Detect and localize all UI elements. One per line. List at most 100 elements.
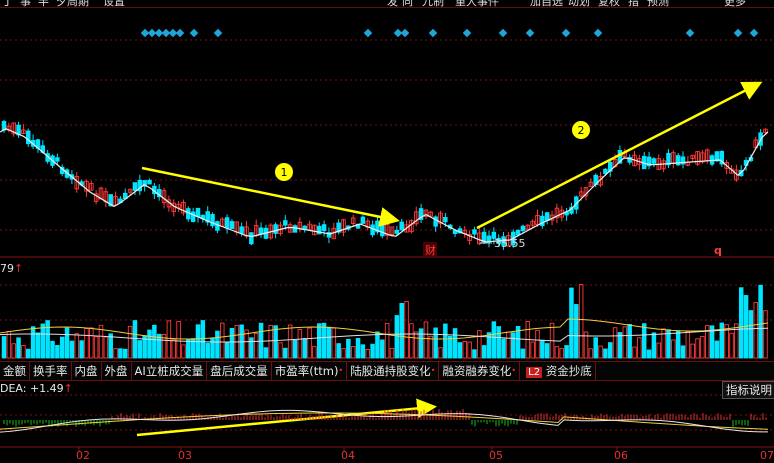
macd-arrow-icon: ↑ xyxy=(63,382,73,395)
volume-bar xyxy=(496,326,501,359)
volume-bar xyxy=(428,335,434,359)
candle-body xyxy=(137,179,143,192)
indicator-tab[interactable]: AI立桩成交量 xyxy=(132,362,208,380)
volume-bar xyxy=(93,336,99,359)
volume-bar xyxy=(520,348,526,359)
top-menu-item[interactable]: 更多 xyxy=(724,0,746,8)
volume-bar xyxy=(409,323,414,359)
candle-body xyxy=(55,157,60,162)
indicator-tab[interactable]: 盘后成交量 xyxy=(207,362,272,380)
top-menu-item[interactable]: 发 xyxy=(387,0,398,8)
top-menu-item[interactable]: 设置 xyxy=(103,0,125,8)
candle-body xyxy=(525,224,531,230)
candle-body xyxy=(380,223,385,237)
volume-bar xyxy=(331,327,337,359)
candle-body xyxy=(321,224,327,232)
volume-bar xyxy=(540,339,545,359)
candle-body xyxy=(414,211,419,225)
candle-body xyxy=(224,217,230,229)
top-menu-item[interactable]: 九制 xyxy=(422,0,444,8)
volume-bar xyxy=(355,338,361,359)
volume-bar xyxy=(452,328,458,359)
candle-body xyxy=(404,224,409,233)
top-menu-item[interactable]: 重大事件 xyxy=(455,0,499,8)
top-menu-item[interactable]: 复权 xyxy=(598,0,620,8)
volume-bar xyxy=(758,284,763,359)
top-menu-item[interactable]: 动划 xyxy=(568,0,590,8)
indicator-tab[interactable]: 陆股通持股变化• xyxy=(347,362,440,380)
top-menu-item[interactable]: 加自选 xyxy=(530,0,563,8)
candle-body xyxy=(239,226,244,234)
x-axis-label: 07 xyxy=(760,449,774,462)
top-menu-item[interactable]: 预测 xyxy=(647,0,669,8)
volume-bar xyxy=(326,326,332,359)
volume-bar xyxy=(249,337,254,359)
volume-bar xyxy=(186,338,191,359)
top-menu-item[interactable]: 夕周期 xyxy=(56,0,89,8)
indicator-tab[interactable]: 融资融券变化• xyxy=(439,362,521,380)
volume-bar xyxy=(215,330,220,359)
indicator-tab[interactable]: L2 资金抄底 xyxy=(520,362,596,380)
candle-body xyxy=(428,211,434,217)
volume-bar xyxy=(375,331,380,359)
volume-bar xyxy=(45,320,50,359)
volume-bar xyxy=(709,325,715,359)
volume-bar xyxy=(753,302,759,359)
volume-bar xyxy=(127,325,133,359)
volume-bar xyxy=(603,348,608,359)
candle-body xyxy=(370,224,375,236)
top-menu-item[interactable]: 半 xyxy=(38,0,49,8)
top-menu-item[interactable]: 事 xyxy=(20,0,31,8)
candle-body xyxy=(258,227,264,235)
volume-bar xyxy=(651,332,657,359)
candle-body xyxy=(520,225,526,232)
indicator-tab-label: AI立桩成交量 xyxy=(134,364,204,378)
candle-body xyxy=(93,193,99,202)
volume-bar xyxy=(515,325,521,359)
candle-body xyxy=(89,183,94,191)
volume-bar xyxy=(564,345,569,359)
volume-bar xyxy=(418,328,424,359)
volume-bar xyxy=(705,325,710,359)
top-menu-bar: 丁事半夕周期 设置 发同 九制 重大事件 加自选 动划 复权指预测 更多 xyxy=(0,0,774,8)
top-menu-item[interactable]: 指 xyxy=(628,0,639,8)
indicator-tab-label: 金额 xyxy=(3,364,26,378)
volume-bar xyxy=(302,338,307,359)
event-diamond-icon xyxy=(561,28,571,38)
indicator-tab[interactable]: 内盘 xyxy=(72,362,102,380)
event-diamond-icon xyxy=(462,28,472,38)
volume-bar xyxy=(69,340,75,359)
annotation-circle xyxy=(275,163,293,181)
top-menu-item[interactable]: 丁 xyxy=(2,0,13,8)
volume-bar xyxy=(598,345,603,359)
red-dot-icon: • xyxy=(430,366,436,375)
indicator-tab-label: 盘后成交量 xyxy=(210,364,268,378)
volume-bar xyxy=(583,331,589,359)
candle-body xyxy=(215,221,220,231)
indicator-tab[interactable]: 市盈率(ttm)• xyxy=(272,362,348,380)
volume-bar xyxy=(641,323,647,359)
top-menu-item[interactable]: 同 xyxy=(402,0,413,8)
indicator-tab[interactable]: 金额 xyxy=(0,362,30,380)
volume-bar xyxy=(181,344,186,359)
candle-body xyxy=(666,152,671,166)
volume-bar xyxy=(118,348,123,359)
volume-bar xyxy=(122,348,128,359)
candle-body xyxy=(336,222,341,233)
indicator-tab[interactable]: 换手率 xyxy=(30,362,72,380)
volume-bar xyxy=(176,321,181,359)
indicator-tab[interactable]: 外盘 xyxy=(102,362,132,380)
volume-bar xyxy=(350,346,356,359)
volume-bar xyxy=(147,329,152,359)
indicator-tab-label: 外盘 xyxy=(104,364,128,378)
candle-body xyxy=(181,202,186,214)
volume-bar xyxy=(719,322,725,359)
trend-arrow-down xyxy=(141,166,400,227)
volume-bar xyxy=(321,322,327,359)
volume-bar xyxy=(700,336,705,359)
candle-body xyxy=(588,181,594,188)
indicator-help-button[interactable]: 指标说明 xyxy=(722,381,774,399)
candle-body xyxy=(724,162,729,169)
annotation-number: 1 xyxy=(281,166,288,179)
